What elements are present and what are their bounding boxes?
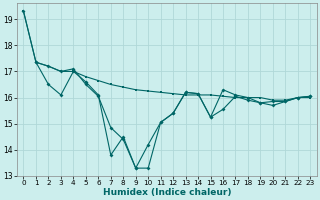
X-axis label: Humidex (Indice chaleur): Humidex (Indice chaleur) bbox=[103, 188, 231, 197]
